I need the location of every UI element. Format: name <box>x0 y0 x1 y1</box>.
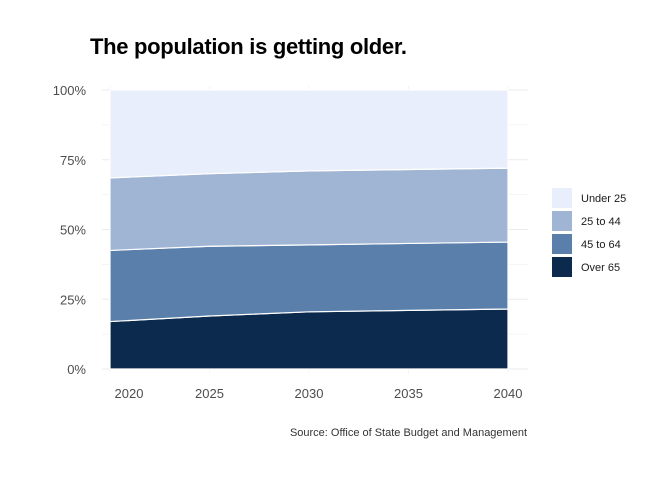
y-tick-label: 25% <box>60 292 86 307</box>
legend-label-25-to-44: 25 to 44 <box>581 216 621 228</box>
x-tick-label: 2030 <box>295 386 324 401</box>
source-note: Source: Office of State Budget and Manag… <box>289 427 527 439</box>
x-tick-label: 2025 <box>195 386 224 401</box>
x-tick-label: 2020 <box>115 386 144 401</box>
area-under-25 <box>109 89 509 179</box>
axis-tick-labels: 0% 25% 50% 75% 100% 2020 2025 2030 2035 2040 <box>53 83 523 401</box>
y-tick-label: 75% <box>60 153 86 168</box>
legend-label-over-65: Over 65 <box>581 262 620 274</box>
legend: Under 25 25 to 44 45 to 64 Over 65 <box>552 188 626 277</box>
area-series <box>109 89 509 370</box>
legend-label-under-25: Under 25 <box>581 193 626 205</box>
x-tick-label: 2035 <box>394 386 423 401</box>
area-25-to-44 <box>109 167 509 252</box>
x-tick-label: 2040 <box>494 386 523 401</box>
area-45-to-64 <box>109 241 509 323</box>
legend-swatch-45-to-64 <box>552 234 572 254</box>
y-tick-label: 0% <box>67 362 86 377</box>
legend-swatch-25-to-44 <box>552 211 572 231</box>
legend-swatch-under-25 <box>552 188 572 208</box>
y-tick-label: 50% <box>60 223 86 238</box>
chart-title: The population is getting older. <box>90 34 407 59</box>
y-tick-label: 100% <box>53 83 87 98</box>
legend-swatch-over-65 <box>552 257 572 277</box>
legend-label-45-to-64: 45 to 64 <box>581 239 621 251</box>
